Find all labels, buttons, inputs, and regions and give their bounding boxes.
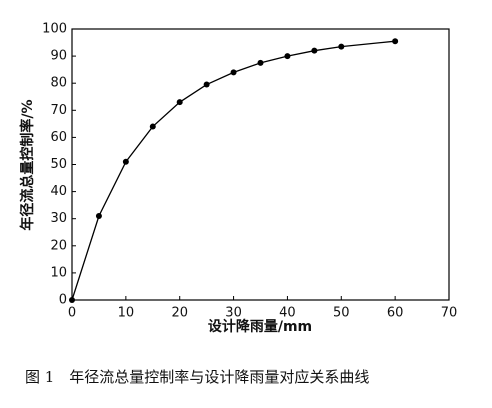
x-tick-label: 50 <box>333 306 350 321</box>
point <box>311 47 318 54</box>
y-tick-label: 20 <box>50 238 67 253</box>
y-tick-label: 70 <box>50 103 67 118</box>
point <box>176 99 183 106</box>
x-tick-label: 40 <box>279 306 296 321</box>
point <box>95 212 102 219</box>
y-tick-label: 100 <box>42 22 67 37</box>
x-tick-label: 70 <box>441 306 458 321</box>
y-tick-label: 0 <box>59 293 67 308</box>
x-tick-label: 30 <box>225 306 242 321</box>
y-tick-label: 90 <box>50 49 67 64</box>
point <box>122 158 129 165</box>
point <box>149 123 156 130</box>
point <box>338 43 345 50</box>
y-tick-label: 30 <box>50 211 67 226</box>
point <box>203 81 210 88</box>
y-tick-label: 60 <box>50 130 67 145</box>
y-tick-label: 10 <box>50 265 67 280</box>
point <box>69 297 75 303</box>
y-axis-title: 年径流总量控制率/% <box>19 99 36 230</box>
caption: 图 1 年径流总量控制率与设计降雨量对应关系曲线 <box>25 368 369 386</box>
x-tick-label: 10 <box>118 306 135 321</box>
x-tick-label: 20 <box>171 306 188 321</box>
y-tick-label: 80 <box>50 76 67 91</box>
point <box>284 53 291 60</box>
x-axis-title: 设计降雨量/mm <box>208 318 312 335</box>
x-tick-label: 60 <box>387 306 404 321</box>
y-tick-label: 40 <box>50 184 67 199</box>
plot-frame <box>71 28 450 301</box>
point <box>230 69 237 76</box>
line <box>71 40 396 301</box>
x-tick-label: 0 <box>68 306 76 321</box>
point <box>392 38 399 45</box>
point <box>257 59 264 66</box>
y-tick-label: 50 <box>50 157 67 172</box>
